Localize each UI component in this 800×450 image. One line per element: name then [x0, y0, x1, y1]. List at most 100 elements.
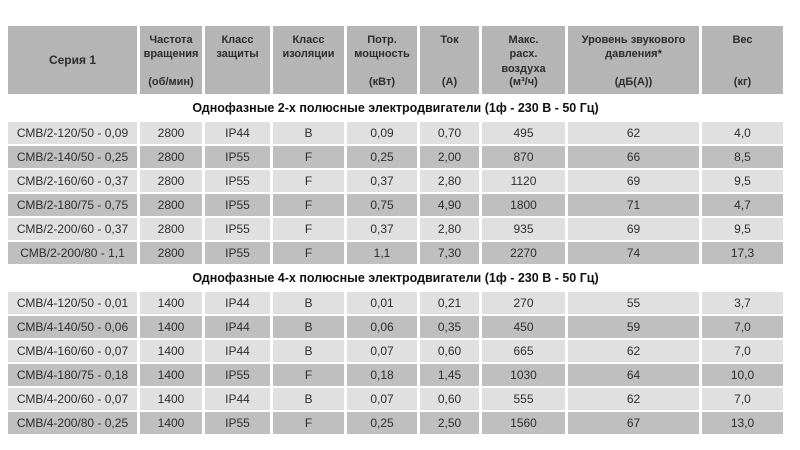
- model-cell: СМВ/4-200/60 - 0,07: [8, 387, 137, 410]
- table-cell: 1400: [140, 291, 202, 314]
- table-cell: 2,80: [420, 169, 479, 192]
- table-cell: F: [273, 363, 344, 386]
- table-cell: 0,25: [347, 145, 417, 168]
- table-cell: 10,0: [702, 363, 783, 386]
- table-cell: 935: [482, 217, 565, 240]
- page: Серия 1 Частота вращения (об/мин) Класс защ…: [5, 24, 786, 436]
- table-row: СМВ/2-200/60 - 0,37 2800 IP55 F 0,37 2,80 935 6…: [8, 217, 783, 240]
- table-cell: B: [273, 339, 344, 362]
- column-unit: (А): [441, 75, 458, 88]
- motor-spec-table: Серия 1 Частота вращения (об/мин) Класс защ…: [5, 24, 786, 436]
- table-row: СМВ/2-120/50 - 0,09 2800 IP44 B 0,09 0,70 495 6…: [8, 121, 783, 144]
- table-cell: 2800: [140, 145, 202, 168]
- table-cell: 9,5: [702, 217, 783, 240]
- column-title: Макс. расх. воздуха: [501, 34, 546, 75]
- table-cell: 0,07: [347, 387, 417, 410]
- model-cell: СМВ/4-160/60 - 0,07: [8, 339, 137, 362]
- column-unit: (м³/ч): [509, 75, 538, 88]
- column-title: Класс изоляции: [282, 34, 335, 61]
- table-cell: F: [273, 145, 344, 168]
- table-cell: 67: [568, 411, 699, 434]
- table-cell: B: [273, 121, 344, 144]
- table-cell: 1,45: [420, 363, 479, 386]
- section-title: Однофазные 4-х полюсные электродвигатели…: [8, 265, 783, 290]
- table-cell: 69: [568, 217, 699, 240]
- column-header: Частота вращения (об/мин): [140, 26, 202, 94]
- table-cell: 2,50: [420, 411, 479, 434]
- model-cell: СМВ/4-140/50 - 0,06: [8, 315, 137, 338]
- table-cell: 0,25: [347, 411, 417, 434]
- table-cell: IP55: [205, 411, 270, 434]
- model-cell: СМВ/2-160/60 - 0,37: [8, 169, 137, 192]
- table-cell: 1400: [140, 363, 202, 386]
- table-body: Однофазные 2-х полюсные электродвигатели…: [8, 95, 783, 434]
- table-cell: 4,7: [702, 193, 783, 216]
- column-title: Класс защиты: [216, 34, 259, 61]
- table-cell: 1400: [140, 411, 202, 434]
- table-cell: IP44: [205, 291, 270, 314]
- table-cell: F: [273, 169, 344, 192]
- table-cell: 2270: [482, 241, 565, 264]
- table-cell: F: [273, 193, 344, 216]
- table-row: СМВ/4-180/75 - 0,18 1400 IP55 F 0,18 1,45 1030…: [8, 363, 783, 386]
- column-header: Вес (кг): [702, 26, 783, 94]
- table-cell: 0,37: [347, 217, 417, 240]
- table-cell: IP55: [205, 363, 270, 386]
- table-cell: 71: [568, 193, 699, 216]
- column-header: Макс. расх. воздуха (м³/ч): [482, 26, 565, 94]
- column-header: Класс изоляции: [273, 26, 344, 94]
- model-cell: СМВ/4-120/50 - 0,01: [8, 291, 137, 314]
- table-cell: IP44: [205, 339, 270, 362]
- table-cell: IP44: [205, 387, 270, 410]
- table-cell: 2800: [140, 121, 202, 144]
- table-cell: 0,75: [347, 193, 417, 216]
- table-cell: 59: [568, 315, 699, 338]
- table-cell: 3,7: [702, 291, 783, 314]
- table-cell: 4,90: [420, 193, 479, 216]
- table-cell: 62: [568, 339, 699, 362]
- column-header: Уровень звукового давления* (дБ(А)): [568, 26, 699, 94]
- column-header: Потр. мощность (кВт): [347, 26, 417, 94]
- table-row: СМВ/2-200/80 - 1,1 2800 IP55 F 1,1 7,30 2270 74…: [8, 241, 783, 264]
- table-cell: F: [273, 241, 344, 264]
- table-cell: 9,5: [702, 169, 783, 192]
- column-title: Частота вращения: [143, 34, 199, 61]
- model-cell: СМВ/2-200/60 - 0,37: [8, 217, 137, 240]
- column-title: Ток: [440, 34, 459, 46]
- table-cell: IP55: [205, 241, 270, 264]
- table-row: СМВ/4-200/60 - 0,07 1400 IP44 B 0,07 0,60 555 6…: [8, 387, 783, 410]
- table-cell: 0,60: [420, 387, 479, 410]
- table-cell: 270: [482, 291, 565, 314]
- table-cell: 0,07: [347, 339, 417, 362]
- table-cell: 0,60: [420, 339, 479, 362]
- column-title: Серия 1: [48, 52, 97, 67]
- table-cell: 0,18: [347, 363, 417, 386]
- column-unit: (дБ(А)): [614, 75, 653, 88]
- table-cell: 1400: [140, 315, 202, 338]
- table-cell: 7,0: [702, 315, 783, 338]
- table-cell: IP44: [205, 121, 270, 144]
- table-cell: 665: [482, 339, 565, 362]
- table-cell: 7,0: [702, 339, 783, 362]
- table-cell: 555: [482, 387, 565, 410]
- table-cell: 2800: [140, 241, 202, 264]
- table-cell: 2800: [140, 217, 202, 240]
- column-unit: (об/мин): [148, 75, 194, 88]
- table-cell: 2800: [140, 169, 202, 192]
- table-cell: F: [273, 411, 344, 434]
- table-cell: 0,70: [420, 121, 479, 144]
- model-cell: СМВ/4-200/80 - 0,25: [8, 411, 137, 434]
- model-cell: СМВ/2-200/80 - 1,1: [8, 241, 137, 264]
- table-row: СМВ/4-200/80 - 0,25 1400 IP55 F 0,25 2,50 1560…: [8, 411, 783, 434]
- table-row: СМВ/4-140/50 - 0,06 1400 IP44 B 0,06 0,35 450 5…: [8, 315, 783, 338]
- table-row: СМВ/2-140/50 - 0,25 2800 IP55 F 0,25 2,00 870 6…: [8, 145, 783, 168]
- table-cell: 1030: [482, 363, 565, 386]
- column-unit: (кВт): [368, 75, 396, 88]
- table-row: СМВ/2-180/75 - 0,75 2800 IP55 F 0,75 4,90 1800…: [8, 193, 783, 216]
- table-row: СМВ/4-120/50 - 0,01 1400 IP44 B 0,01 0,21 270 5…: [8, 291, 783, 314]
- table-cell: 64: [568, 363, 699, 386]
- table-cell: 1560: [482, 411, 565, 434]
- table-row: СМВ/4-160/60 - 0,07 1400 IP44 B 0,07 0,60 665 6…: [8, 339, 783, 362]
- column-title: Потр. мощность: [354, 34, 410, 61]
- table-cell: 1400: [140, 387, 202, 410]
